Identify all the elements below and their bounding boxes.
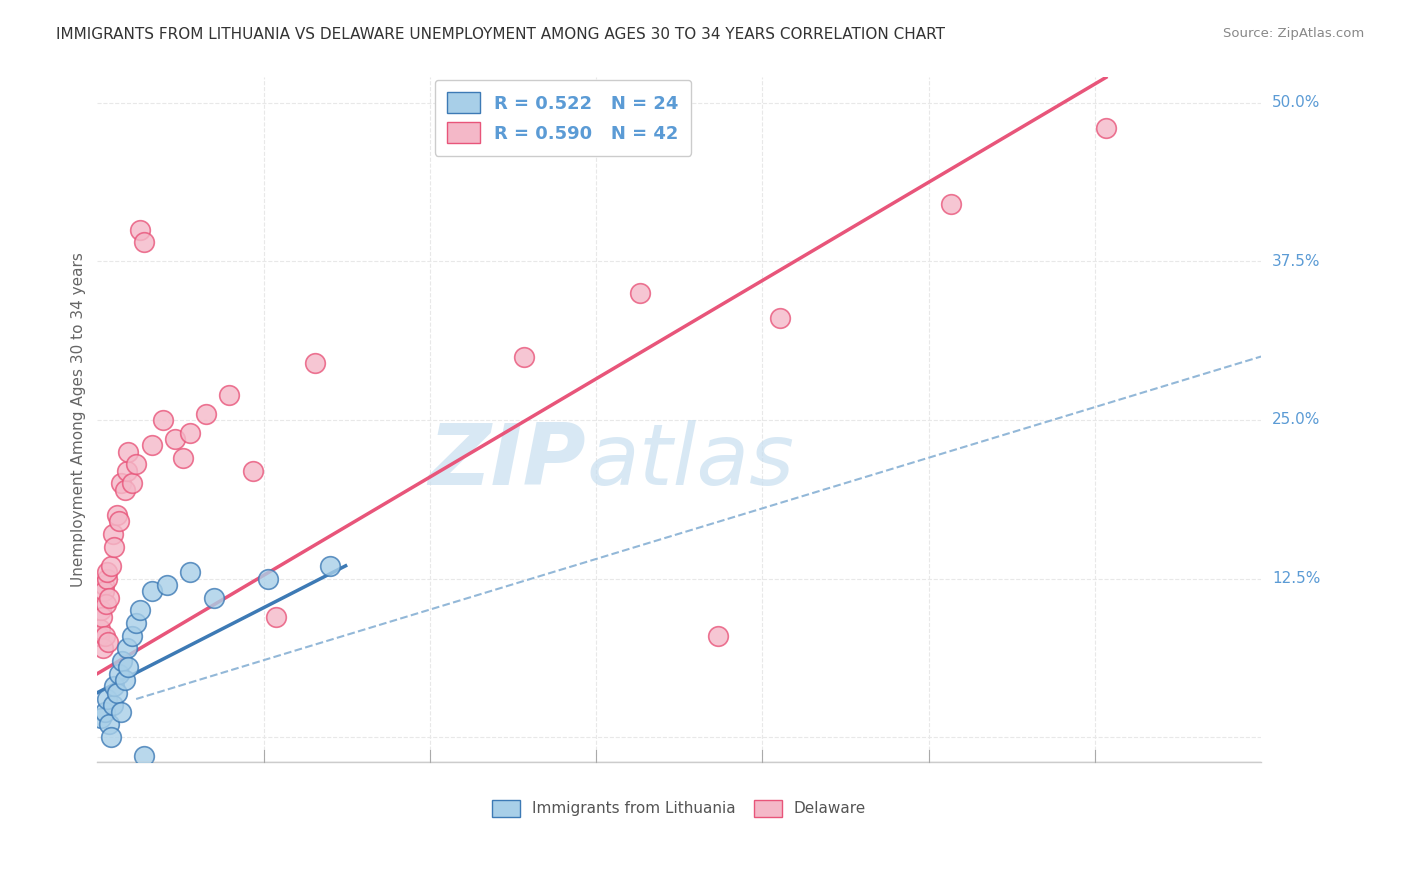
Point [114,483,136,497]
Point [513,350,536,364]
Point [98,591,121,605]
Point [628,286,651,301]
Point [93,578,115,592]
Point [98,717,121,731]
Point [179,425,201,440]
Point [264,609,287,624]
Point [96,692,118,706]
Point [939,197,962,211]
Point [100,558,122,573]
Point [110,705,132,719]
Point [115,641,138,656]
Point [105,686,128,700]
Point [96,572,118,586]
Point [1095,121,1118,136]
Point [319,558,342,573]
Point [121,629,143,643]
Y-axis label: Unemployment Among Ages 30 to 34 years: Unemployment Among Ages 30 to 34 years [72,252,86,587]
Point [242,464,264,478]
Point [117,660,139,674]
Point [125,458,148,472]
Point [110,476,132,491]
Text: Source: ZipAtlas.com: Source: ZipAtlas.com [1223,27,1364,40]
Point [125,615,148,630]
Point [257,572,280,586]
Point [129,222,152,236]
Point [707,629,730,643]
Text: 37.5%: 37.5% [1272,254,1320,268]
Point [156,578,179,592]
Point [101,698,124,713]
Point [163,432,186,446]
Point [117,444,139,458]
Point [152,413,174,427]
Point [202,591,225,605]
Point [96,565,118,579]
Point [91,641,114,656]
Point [141,438,163,452]
Point [194,407,217,421]
Point [93,584,115,599]
Point [108,666,131,681]
Point [121,476,143,491]
Point [304,356,326,370]
Point [172,450,194,465]
Point [114,673,136,687]
Point [100,730,122,744]
Point [94,629,117,643]
Point [91,609,114,624]
Point [89,622,111,636]
Legend: Immigrants from Lithuania, Delaware: Immigrants from Lithuania, Delaware [486,793,872,823]
Point [115,464,138,478]
Text: 50.0%: 50.0% [1272,95,1320,111]
Point [132,235,155,250]
Point [108,515,131,529]
Point [94,597,117,611]
Text: IMMIGRANTS FROM LITHUANIA VS DELAWARE UNEMPLOYMENT AMONG AGES 30 TO 34 YEARS COR: IMMIGRANTS FROM LITHUANIA VS DELAWARE UN… [56,27,945,42]
Text: 12.5%: 12.5% [1272,571,1320,586]
Point [87,629,110,643]
Text: ZIP: ZIP [429,419,586,502]
Point [179,565,201,579]
Point [97,635,120,649]
Point [141,584,163,599]
Point [132,749,155,764]
Text: 25.0%: 25.0% [1272,412,1320,427]
Point [94,705,117,719]
Point [105,508,128,522]
Point [90,603,112,617]
Point [103,540,125,554]
Point [769,311,792,326]
Text: atlas: atlas [586,419,794,502]
Point [111,654,134,668]
Point [103,679,125,693]
Point [90,711,112,725]
Point [129,603,152,617]
Point [218,387,240,401]
Point [101,527,124,541]
